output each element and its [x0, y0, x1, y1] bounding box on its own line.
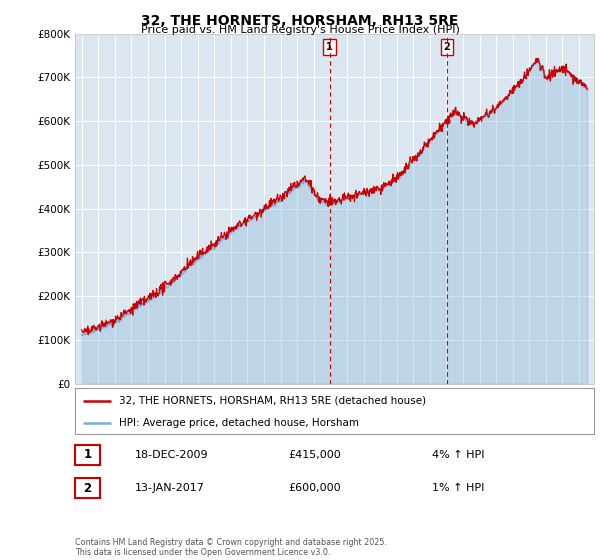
Text: Price paid vs. HM Land Registry's House Price Index (HPI): Price paid vs. HM Land Registry's House … — [140, 25, 460, 35]
Text: 32, THE HORNETS, HORSHAM, RH13 5RE (detached house): 32, THE HORNETS, HORSHAM, RH13 5RE (deta… — [119, 396, 426, 406]
Text: 32, THE HORNETS, HORSHAM, RH13 5RE: 32, THE HORNETS, HORSHAM, RH13 5RE — [142, 14, 458, 28]
Text: £600,000: £600,000 — [288, 483, 341, 493]
Text: 2: 2 — [83, 482, 92, 495]
Text: HPI: Average price, detached house, Horsham: HPI: Average price, detached house, Hors… — [119, 418, 359, 427]
Text: 1% ↑ HPI: 1% ↑ HPI — [432, 483, 484, 493]
Text: 2: 2 — [444, 42, 451, 52]
Text: Contains HM Land Registry data © Crown copyright and database right 2025.
This d: Contains HM Land Registry data © Crown c… — [75, 538, 387, 557]
Text: 13-JAN-2017: 13-JAN-2017 — [135, 483, 205, 493]
Text: £415,000: £415,000 — [288, 450, 341, 460]
Text: 1: 1 — [83, 448, 92, 461]
Text: 4% ↑ HPI: 4% ↑ HPI — [432, 450, 485, 460]
Text: 18-DEC-2009: 18-DEC-2009 — [135, 450, 209, 460]
Text: 1: 1 — [326, 42, 333, 52]
